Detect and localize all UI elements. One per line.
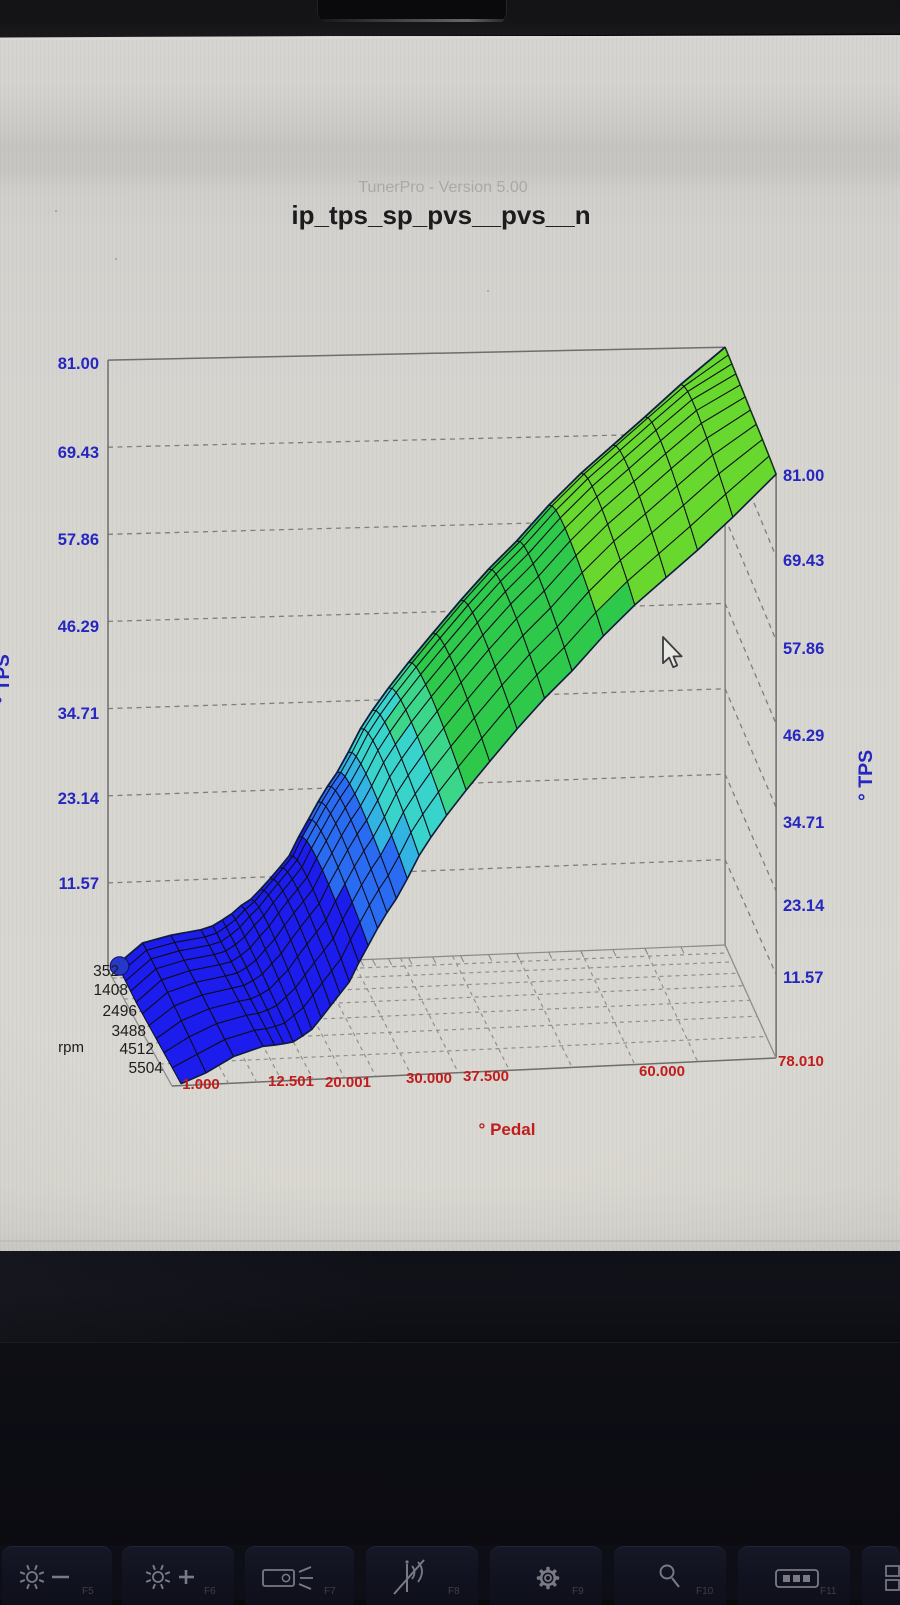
svg-text:1.000: 1.000: [182, 1076, 220, 1093]
svg-text:69.43: 69.43: [783, 552, 824, 570]
svg-text:12.501: 12.501: [268, 1073, 314, 1090]
svg-text:11.57: 11.57: [783, 969, 823, 987]
svg-text:23.14: 23.14: [783, 897, 825, 915]
svg-text:11.57: 11.57: [59, 875, 99, 893]
svg-text:60.000: 60.000: [639, 1063, 685, 1080]
svg-text:° TPS: ° TPS: [0, 654, 14, 704]
svg-text:20.001: 20.001: [325, 1074, 371, 1091]
svg-text:1408: 1408: [94, 982, 128, 999]
svg-text:° TPS: ° TPS: [855, 750, 877, 801]
svg-text:78.010: 78.010: [778, 1053, 824, 1070]
svg-text:352: 352: [93, 963, 119, 980]
svg-text:4512: 4512: [120, 1041, 154, 1058]
svg-text:81.00: 81.00: [58, 355, 99, 373]
svg-text:2496: 2496: [103, 1003, 137, 1020]
svg-text:ip_tps_sp_pvs__pvs__n: ip_tps_sp_pvs__pvs__n: [291, 200, 590, 230]
svg-text:81.00: 81.00: [783, 467, 824, 485]
svg-text:69.43: 69.43: [58, 444, 99, 462]
svg-text:rpm: rpm: [58, 1039, 84, 1056]
svg-text:57.86: 57.86: [58, 531, 99, 549]
svg-text:46.29: 46.29: [58, 618, 99, 636]
svg-text:TunerPro - Version 5.00: TunerPro - Version 5.00: [358, 179, 527, 196]
svg-text:3488: 3488: [112, 1023, 146, 1040]
svg-text:° Pedal: ° Pedal: [479, 1120, 536, 1139]
svg-text:5504: 5504: [129, 1060, 164, 1077]
svg-text:57.86: 57.86: [783, 640, 824, 658]
svg-text:34.71: 34.71: [783, 814, 824, 832]
svg-text:23.14: 23.14: [58, 790, 100, 808]
svg-text:46.29: 46.29: [783, 727, 824, 745]
svg-text:30.000: 30.000: [406, 1070, 452, 1087]
svg-text:34.71: 34.71: [58, 705, 99, 723]
svg-text:37.500: 37.500: [463, 1068, 509, 1085]
